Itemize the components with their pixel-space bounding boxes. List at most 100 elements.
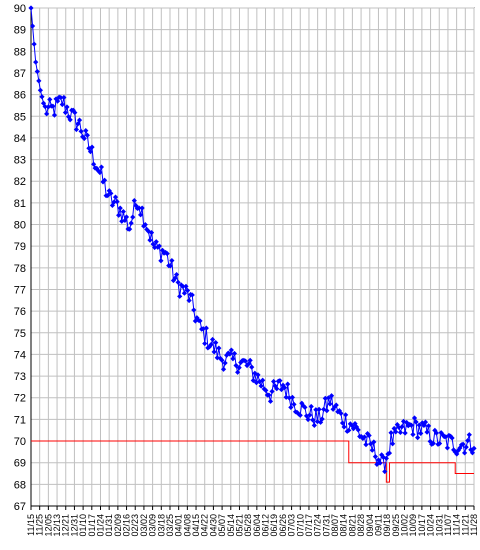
data-point xyxy=(379,452,385,458)
data-point xyxy=(457,445,463,451)
data-point xyxy=(203,325,209,331)
data-point xyxy=(130,214,136,220)
y-tick-label: 90 xyxy=(14,3,26,15)
data-point xyxy=(51,112,58,118)
data-point xyxy=(355,427,361,433)
x-tick-label: 02/09 xyxy=(113,514,123,537)
data-point xyxy=(260,377,266,383)
data-point xyxy=(266,392,272,398)
y-tick-label: 89 xyxy=(14,25,26,37)
data-point xyxy=(250,377,256,384)
data-point xyxy=(186,297,192,304)
data-point xyxy=(277,378,283,384)
data-point xyxy=(247,357,253,363)
data-point xyxy=(288,404,294,410)
data-point xyxy=(258,383,264,389)
data-point xyxy=(369,447,375,453)
data-point xyxy=(364,430,371,437)
data-point xyxy=(455,447,461,453)
data-point xyxy=(366,432,372,439)
x-tick-label: 10/24 xyxy=(426,514,436,537)
data-point xyxy=(80,134,86,140)
x-tick-label: 01/10 xyxy=(78,514,88,537)
data-point xyxy=(249,364,255,370)
x-tick-label: 09/04 xyxy=(365,514,375,537)
x-tick-label: 03/09 xyxy=(148,514,158,537)
data-point xyxy=(289,394,296,400)
data-point xyxy=(424,429,430,435)
y-tick-label: 69 xyxy=(14,458,26,470)
x-tick-label: 01/24 xyxy=(95,514,105,537)
data-point xyxy=(328,393,335,399)
x-tick-label: 11/14 xyxy=(452,514,462,536)
data-point xyxy=(283,394,289,400)
data-point xyxy=(67,117,73,123)
data-point xyxy=(416,422,422,428)
y-tick-label: 88 xyxy=(14,46,26,58)
data-point xyxy=(421,422,427,429)
data-point xyxy=(346,427,352,433)
data-point xyxy=(358,433,364,440)
data-point xyxy=(271,378,277,385)
data-point xyxy=(177,293,183,299)
data-point xyxy=(297,412,303,418)
data-point xyxy=(139,205,145,211)
data-point xyxy=(89,144,95,150)
x-tick-label: 01/17 xyxy=(87,514,97,537)
data-point xyxy=(465,438,471,444)
x-tick-label: 11/07 xyxy=(443,514,453,536)
data-point xyxy=(454,451,460,457)
data-point xyxy=(108,190,114,196)
reference-line xyxy=(31,440,474,483)
data-point xyxy=(244,362,250,369)
x-tick-label: 05/07 xyxy=(217,514,227,537)
data-point xyxy=(173,271,180,278)
data-point xyxy=(180,283,186,289)
data-point xyxy=(152,244,158,251)
data-point xyxy=(469,450,476,456)
data-point xyxy=(281,385,288,391)
y-tick-label: 85 xyxy=(14,111,26,123)
data-point xyxy=(363,442,369,448)
data-point xyxy=(386,450,393,456)
data-point xyxy=(361,434,368,440)
x-tick-label: 09/25 xyxy=(391,514,401,537)
data-point xyxy=(319,416,325,422)
x-tick-label: 08/14 xyxy=(339,514,349,537)
x-tick-label: 04/30 xyxy=(208,514,218,537)
x-tick-label: 12/21 xyxy=(61,514,71,537)
y-tick-label: 84 xyxy=(14,133,26,145)
data-point xyxy=(192,318,198,324)
data-point xyxy=(220,366,227,372)
data-point xyxy=(127,226,133,232)
x-tick-label: 10/17 xyxy=(417,514,427,537)
data-point xyxy=(235,369,241,375)
data-point xyxy=(91,161,97,167)
data-point xyxy=(39,94,45,100)
data-point xyxy=(274,386,280,392)
y-tick-label: 80 xyxy=(14,220,26,232)
data-point xyxy=(142,222,148,228)
data-point xyxy=(216,345,222,351)
y-tick-label: 81 xyxy=(14,198,26,210)
data-point xyxy=(33,59,39,65)
x-tick-label: 07/31 xyxy=(321,514,331,537)
data-point xyxy=(466,432,472,438)
x-tick-label: 11/28 xyxy=(469,514,479,536)
x-tick-label: 08/21 xyxy=(347,514,357,537)
data-point xyxy=(261,386,267,392)
data-point xyxy=(449,435,455,441)
data-point xyxy=(411,415,418,421)
data-point xyxy=(84,132,90,138)
data-point xyxy=(78,128,84,134)
data-point xyxy=(296,411,302,417)
data-point xyxy=(307,412,313,418)
x-tick-label: 06/26 xyxy=(278,514,288,537)
data-point xyxy=(430,440,436,446)
x-tick-label: 08/28 xyxy=(356,514,366,537)
data-point xyxy=(310,417,316,423)
data-point xyxy=(339,420,346,426)
data-point xyxy=(158,258,164,264)
data-point xyxy=(333,402,339,408)
data-point xyxy=(321,406,327,412)
